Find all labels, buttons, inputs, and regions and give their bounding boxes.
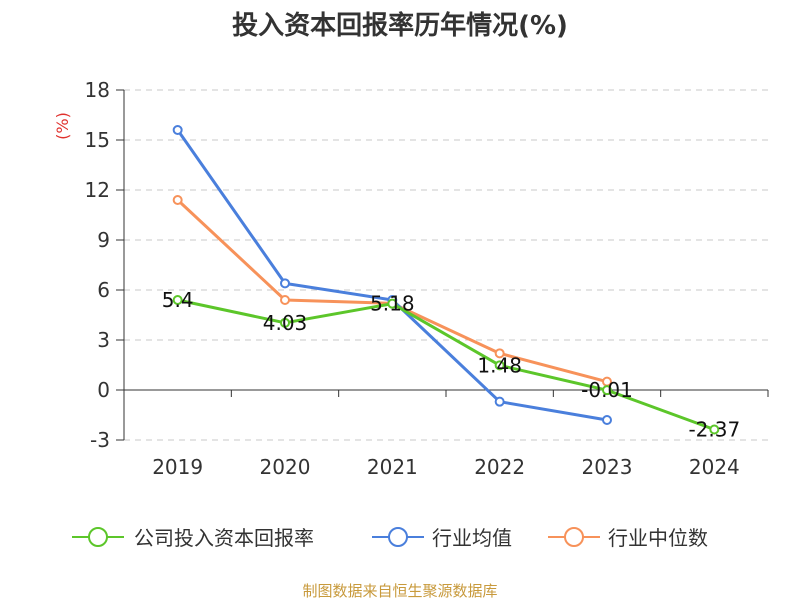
x-tick-label-2023: 2023 [582, 455, 633, 479]
series-1-point-2020[interactable] [280, 278, 290, 289]
grid-lines [124, 89, 768, 441]
series-0-point-2021[interactable] [387, 298, 398, 309]
y-tick-label-2: 12 [85, 178, 110, 202]
data-label-2021: 5.18 [370, 292, 415, 316]
legend-label-2[interactable]: 行业中位数 [608, 526, 708, 550]
x-tick-label-2019: 2019 [152, 455, 203, 479]
y-axis-unit: (%) [53, 112, 72, 140]
y-tick-label-3: 9 [97, 228, 110, 252]
legend-marker-2[interactable] [564, 527, 584, 547]
y-tick-label-1: 15 [85, 128, 110, 152]
series-0-point-2019[interactable] [172, 295, 183, 305]
series-2-point-2019[interactable] [172, 195, 183, 205]
series-1-point-2023[interactable] [602, 415, 612, 425]
x-tick-label-2021: 2021 [367, 455, 418, 479]
legend-marker-1[interactable] [388, 527, 408, 547]
legend[interactable]: 公司投入资本回报率 行业均值 行业中位数 [72, 526, 708, 550]
y-tick-label-5: 3 [97, 328, 110, 352]
y-tick-label-4: 6 [97, 278, 110, 302]
legend-marker-0[interactable] [88, 527, 108, 547]
data-label-2024: -2.37 [688, 418, 740, 442]
series-1-point-2019[interactable] [172, 125, 183, 135]
y-tick-labels: 18 15 12 9 6 3 0 -3 [85, 78, 110, 452]
series-2-point-2022[interactable] [494, 348, 505, 359]
legend-label-1[interactable]: 行业均值 [432, 526, 512, 550]
x-tick-label-2024: 2024 [689, 455, 740, 479]
data-label-2019: 5.4 [162, 288, 194, 312]
y-tick-label-6: 0 [97, 378, 110, 402]
y-tick-label-7: -3 [90, 428, 110, 452]
legend-label-0[interactable]: 公司投入资本回报率 [134, 526, 314, 550]
chart-title: 投入资本回报率历年情况(%) [232, 10, 568, 41]
series-1-point-2022[interactable] [494, 396, 505, 407]
x-tick-label-2020: 2020 [260, 455, 311, 479]
series-0-point-2020[interactable] [280, 317, 290, 328]
y-tick-label-0: 18 [85, 78, 110, 102]
axes [116, 89, 769, 441]
data-labels: 5.4 4.03 5.18 1.48 -0.01 -2.37 [162, 288, 740, 442]
data-label-2023: -0.01 [581, 378, 633, 402]
series-2-point-2020[interactable] [280, 295, 290, 305]
source-note: 制图数据来自恒生聚源数据库 [302, 582, 497, 600]
series-0-point-2022[interactable] [494, 360, 505, 371]
series-lines [172, 125, 720, 435]
series-0-point-2024[interactable] [709, 424, 720, 435]
x-tick-labels: 2019 2020 2021 2022 2023 2024 [152, 455, 740, 479]
data-label-2022: 1.48 [477, 353, 522, 377]
data-label-2020: 4.03 [263, 311, 308, 335]
series-line-0 [176, 298, 716, 431]
x-tick-label-2022: 2022 [474, 455, 525, 479]
series-0-point-2023[interactable] [602, 385, 612, 396]
